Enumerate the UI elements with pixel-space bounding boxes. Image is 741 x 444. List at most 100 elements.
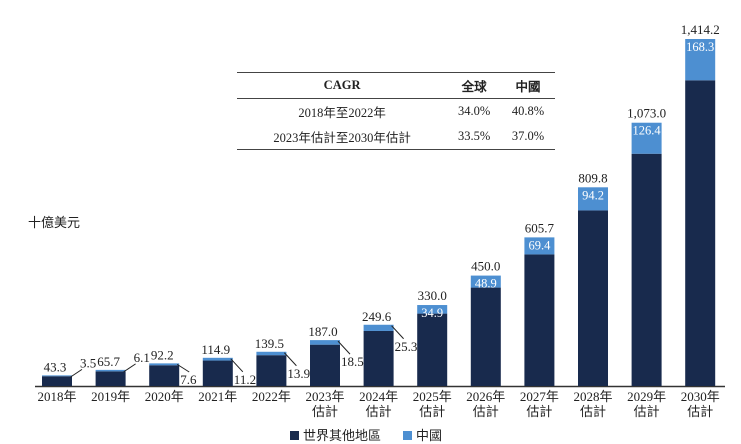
legend-label: 中國 <box>416 428 443 443</box>
china-label: 25.3 <box>395 339 418 354</box>
x-tick-label: 2021年 <box>198 389 237 404</box>
total-label: 809.8 <box>578 170 607 185</box>
china-label: 6.1 <box>134 350 150 365</box>
period-cell: 2018年至2022年 <box>298 106 386 120</box>
total-label: 114.9 <box>201 342 230 357</box>
bar-rest-of-world <box>685 80 716 386</box>
bar-china <box>578 187 608 211</box>
x-tick-label: 估計 <box>526 404 552 419</box>
bar-rest-of-world <box>363 330 394 386</box>
leader-line <box>123 363 136 373</box>
x-tick-label: 2026年 <box>466 389 505 404</box>
china-header: 中國 <box>515 80 541 94</box>
x-tick-label: 估計 <box>687 404 713 419</box>
bar-rest-of-world <box>470 287 501 386</box>
x-tick-label: 2029年 <box>627 389 666 404</box>
x-tick-label: 2028年 <box>573 389 612 404</box>
x-tick-label: 2022年 <box>252 389 291 404</box>
bar-rest-of-world <box>42 376 72 386</box>
leader-line <box>284 352 297 367</box>
total-label: 43.3 <box>44 359 67 374</box>
china-label: 11.2 <box>234 372 256 387</box>
china-label: 168.3 <box>686 40 714 54</box>
total-label: 1,073.0 <box>627 106 666 121</box>
bar-china <box>310 340 340 345</box>
x-tick-label: 2030年 <box>681 389 720 404</box>
bar-rest-of-world <box>95 371 126 386</box>
bar-china <box>363 324 394 331</box>
total-label: 249.6 <box>362 309 392 324</box>
bar-china <box>42 375 72 377</box>
total-label: 65.7 <box>97 354 120 369</box>
cagr-table: CAGR 全球 中國 2018年至2022年 34.0% 40.8% 2023年… <box>237 72 555 150</box>
china-cell: 40.8% <box>511 104 545 118</box>
china-label: 18.5 <box>341 354 364 369</box>
leader-line <box>230 358 244 373</box>
x-tick-label: 估計 <box>473 404 499 419</box>
china-label: 126.4 <box>633 124 662 138</box>
total-label: 1,414.2 <box>681 22 720 37</box>
global-cell: 34.0% <box>457 104 491 118</box>
legend-item-china: 中國 <box>403 425 442 444</box>
bar-rest-of-world <box>417 313 448 386</box>
bar-rest-of-world <box>149 365 180 386</box>
table-row: 2018年至2022年 34.0% 40.8% <box>237 99 555 125</box>
bar-china <box>631 122 662 154</box>
legend-swatch <box>403 431 413 440</box>
bar-rest-of-world <box>256 355 287 386</box>
legend-swatch <box>290 431 299 440</box>
bar-china <box>685 39 716 81</box>
x-tick-label: 估計 <box>366 404 392 419</box>
leader-line <box>391 325 404 340</box>
china-label: 94.2 <box>582 188 604 202</box>
bar-china <box>524 237 555 255</box>
table-row: 2023年估計至2030年估計 33.5% 37.0% <box>237 124 555 150</box>
bar-china <box>256 351 287 356</box>
total-label: 139.5 <box>255 336 284 351</box>
bar-rest-of-world <box>310 344 340 386</box>
total-label: 187.0 <box>308 324 337 339</box>
x-tick-label: 估計 <box>419 404 445 419</box>
bar-china <box>149 363 180 366</box>
bar-rest-of-world <box>524 254 555 386</box>
x-tick-label: 估計 <box>634 404 660 419</box>
legend: 世界其他地區 中國 <box>290 425 442 444</box>
total-label: 92.2 <box>151 347 174 362</box>
total-label: 450.0 <box>471 259 500 274</box>
china-label: 7.6 <box>180 372 197 387</box>
china-label: 3.5 <box>80 355 96 370</box>
period-cell: 2023年估計至2030年估計 <box>273 131 411 145</box>
x-tick-label: 2019年 <box>91 389 130 404</box>
bar-china <box>202 357 233 361</box>
x-tick-label: 2024年 <box>359 389 398 404</box>
unit-label: 十億美元 <box>28 215 81 230</box>
x-tick-label: 估計 <box>312 404 338 419</box>
x-tick-label: 2018年 <box>37 389 76 404</box>
china-label: 13.9 <box>287 366 310 381</box>
total-label: 330.0 <box>418 288 447 303</box>
cagr-header: CAGR <box>323 78 361 92</box>
bar-china <box>95 369 126 372</box>
bar-china <box>417 305 448 314</box>
china-label: 69.4 <box>528 238 551 252</box>
china-cell: 37.0% <box>511 129 545 143</box>
china-label: 48.9 <box>475 277 497 291</box>
legend-label: 世界其他地區 <box>303 428 382 443</box>
x-tick-label: 2027年 <box>520 389 559 404</box>
x-tick-label: 2023年 <box>305 389 344 404</box>
bar-rest-of-world <box>202 360 233 386</box>
global-header: 全球 <box>461 80 487 94</box>
china-label: 34.9 <box>421 306 443 320</box>
bar-rest-of-world <box>631 153 662 386</box>
leader-line <box>337 340 351 355</box>
x-tick-label: 2020年 <box>145 389 184 404</box>
bar-china <box>470 275 501 288</box>
x-tick-label: 2025年 <box>413 389 452 404</box>
total-label: 605.7 <box>525 220 555 235</box>
x-tick-label: 估計 <box>580 404 606 419</box>
bar-rest-of-world <box>578 210 608 386</box>
global-cell: 33.5% <box>457 129 491 143</box>
leader-line <box>176 363 190 373</box>
